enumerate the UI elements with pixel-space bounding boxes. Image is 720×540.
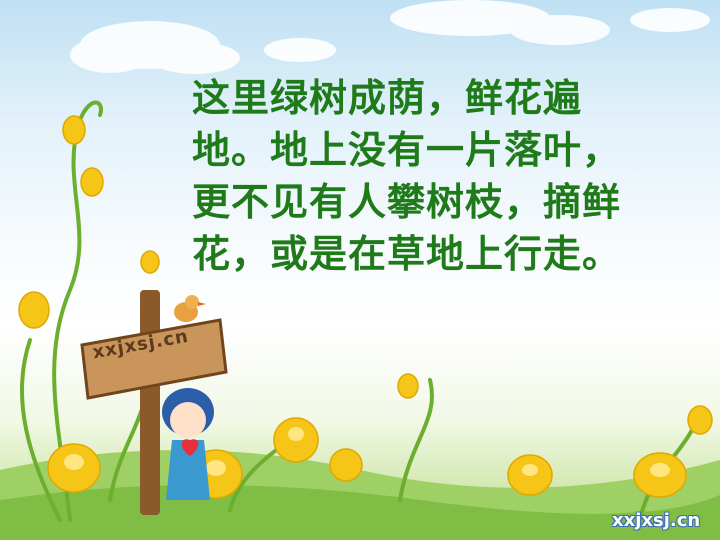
signpost: [80, 290, 228, 515]
poem-line-2: 地。地上没有一片落叶，: [192, 128, 622, 172]
poem-line-4: 花，或是在草地上行走。: [192, 232, 622, 276]
girl-character: [162, 388, 214, 500]
poem-line-1: 这里绿树成荫，鲜花遍: [192, 76, 583, 120]
cloud-icon: [70, 0, 710, 74]
poem-text: 这里绿树成荫，鲜花遍 地。地上没有一片落叶， 更不见有人攀树枝，摘鲜 花，或是在…: [192, 72, 692, 280]
bird-icon: [174, 295, 206, 322]
watermark-logo: xxjxsj.cn: [612, 510, 701, 531]
poem-line-3: 更不见有人攀树枝，摘鲜: [192, 180, 622, 224]
